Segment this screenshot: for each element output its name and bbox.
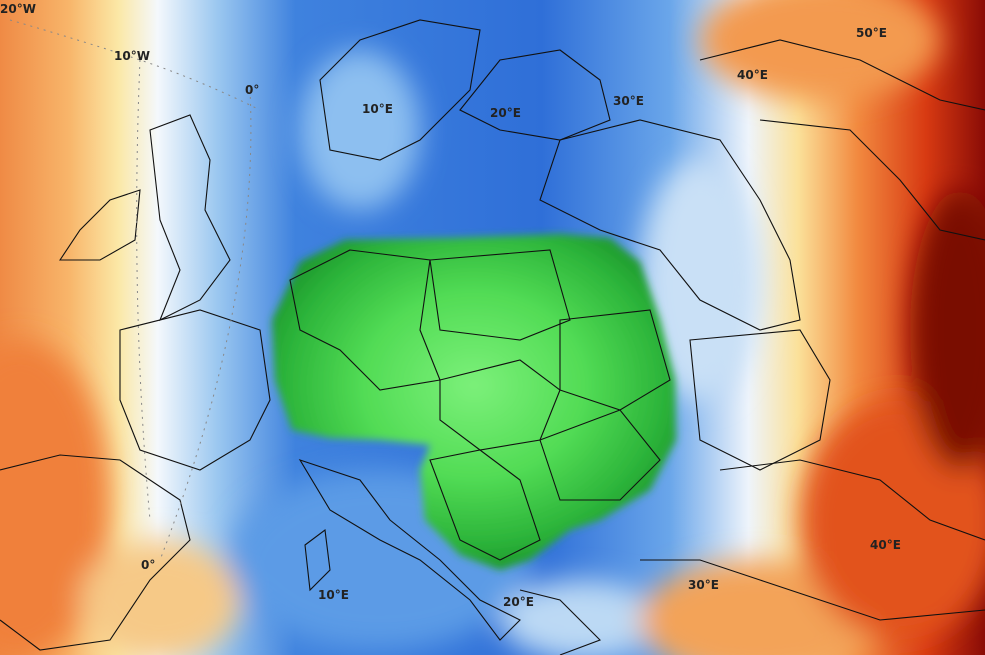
longitude-label-0-top: 0°	[245, 83, 260, 97]
longitude-label-10e-bottom: 10°E	[318, 588, 349, 602]
longitude-label-40e-top: 40°E	[737, 68, 768, 82]
country-borders	[0, 19, 985, 655]
longitude-label-10w: 10°W	[114, 49, 150, 63]
longitude-label-20w: 20°W	[0, 2, 36, 16]
longitude-label-50e-top: 50°E	[856, 26, 887, 40]
longitude-label-40e-bottom: 40°E	[870, 538, 901, 552]
longitude-label-30e-bottom: 30°E	[688, 578, 719, 592]
longitude-label-30e-top: 30°E	[613, 94, 644, 108]
graticule	[9, 19, 261, 561]
longitude-label-0-bottom: 0°	[141, 558, 156, 572]
longitude-label-20e-top: 20°E	[490, 106, 521, 120]
longitude-label-10e-top: 10°E	[362, 102, 393, 116]
longitude-label-20e-bottom: 20°E	[503, 595, 534, 609]
